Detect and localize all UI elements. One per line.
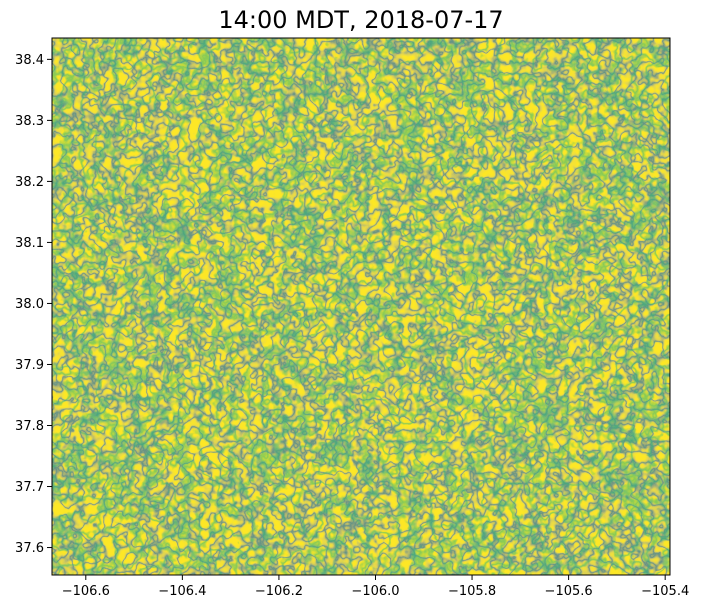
y-tick-label: 37.7 [15,480,44,495]
y-tick-label: 37.6 [15,541,44,556]
x-tick-label: −105.8 [448,584,496,599]
heatmap-cells-overlay [52,38,670,575]
y-tick-label: 38.0 [15,297,44,312]
y-tick-label: 37.8 [15,419,44,434]
y-tick-label: 38.4 [15,53,44,68]
y-axis: 37.6 37.7 37.8 37.9 38.0 38.1 38.2 38.3 38.4 [15,53,52,556]
y-tick-label: 37.9 [15,358,44,373]
chart-title: 14:00 MDT, 2018-07-17 [218,6,503,34]
y-tick-label: 38.1 [15,236,44,251]
x-tick-label: −105.6 [545,584,593,599]
x-axis: −106.6 −106.4 −106.2 −106.0 −105.8 −105.6 −105… [62,575,689,599]
y-tick-label: 38.2 [15,175,44,190]
x-tick-label: −105.4 [641,584,689,599]
x-tick-label: −106.4 [158,584,206,599]
y-tick-label: 38.3 [15,114,44,129]
x-tick-label: −106.6 [62,584,110,599]
x-tick-label: −106.0 [351,584,399,599]
heatmap-field [52,38,670,575]
plot-frame [51,37,671,576]
x-tick-label: −106.2 [255,584,303,599]
